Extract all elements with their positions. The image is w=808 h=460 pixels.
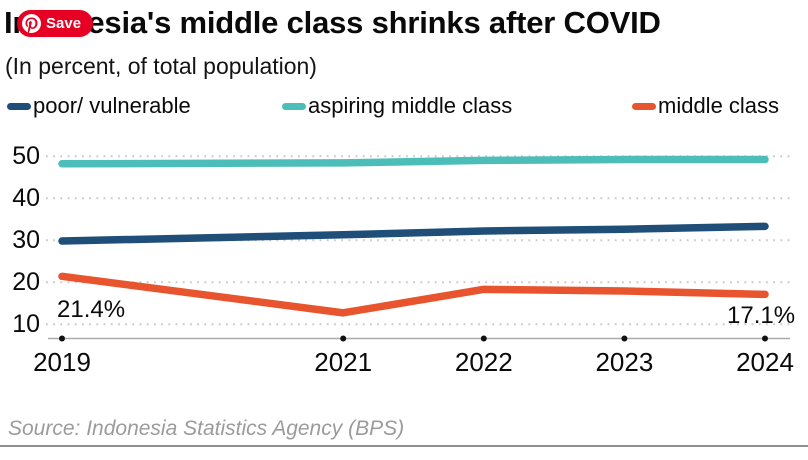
legend-swatch-middle-class [632,102,656,110]
chart-subtitle: (In percent, of total population) [5,53,317,79]
y-axis-tick-label: 20 [12,268,40,297]
legend-item-poor-vulnerable: poor/ vulnerable [7,93,191,119]
pinterest-save-button[interactable]: Save [17,10,94,37]
y-axis-tick-label: 30 [12,226,40,255]
annotation-2019-middle-class: 21.4% [57,296,126,323]
legend-item-middle-class: middle class [632,93,779,119]
x-axis-tick-label: 2021 [314,347,373,377]
legend-swatch-poor-vulnerable [7,102,31,110]
legend-label: aspiring middle class [308,93,513,118]
annotation-2024-middle-class: 17.1% [727,302,796,329]
legend-label: poor/ vulnerable [33,93,191,118]
x-axis-tick-label: 2023 [595,347,654,377]
page-title: Indonesia's middle class shrinks after C… [4,5,661,40]
x-axis-tick-label: 2019 [33,347,91,377]
footer-divider [0,445,808,447]
legend-label: middle class [658,93,780,118]
y-axis-tick-label: 50 [12,142,40,171]
y-axis-tick-label: 10 [12,310,40,339]
legend-item-aspiring-middle-class: aspiring middle class [282,93,512,119]
y-axis-tick-label: 40 [12,184,40,213]
x-axis-tick-label: 2024 [736,347,794,377]
save-button-label: Save [46,15,82,32]
legend-swatch-aspiring-middle-class [282,102,306,110]
source-credit: Source: Indonesia Statistics Agency (BPS… [8,417,405,440]
x-axis-tick-label: 2022 [454,347,513,377]
pinterest-logo-icon [22,14,41,33]
